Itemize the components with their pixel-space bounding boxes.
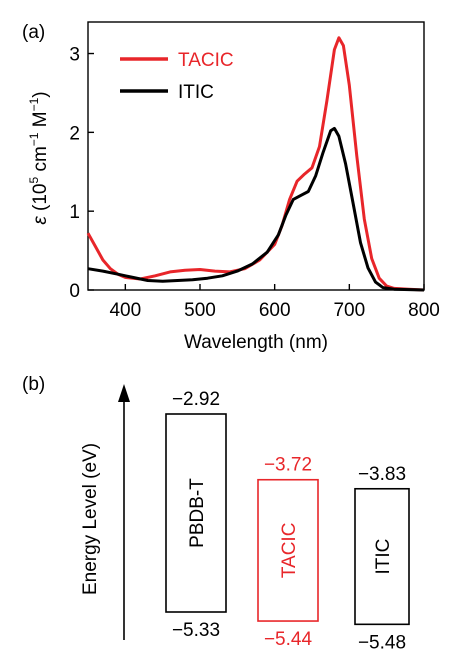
series-line-itic — [87, 126, 425, 292]
x-ticks: 400 500 600 700 800 — [109, 284, 440, 321]
y-label-part: ) — [30, 91, 51, 97]
absorption-chart: 400 500 600 700 800 0 1 2 3 Wavelength (nm) ε (… — [27, 21, 440, 353]
legend-label-tacic: TACIC — [178, 50, 234, 71]
energy-axis-label: Energy Level (eV) — [80, 443, 101, 595]
y-tick-label: 0 — [69, 281, 80, 302]
plot-frame — [87, 21, 425, 291]
energy-bar-tacic: TACIC −3.72 −5.44 — [257, 455, 319, 650]
x-tick-label: 800 — [408, 300, 440, 321]
material-name: TACIC — [279, 523, 300, 579]
x-tick-label: 400 — [109, 300, 141, 321]
y-ticks: 0 1 2 3 — [69, 45, 94, 302]
material-name: PBDB-T — [187, 478, 208, 548]
y-tick-label: 1 — [69, 202, 80, 223]
y-label-part: (10 — [30, 184, 51, 217]
x-axis-label: Wavelength (nm) — [184, 332, 328, 353]
y-label-part: cm — [30, 146, 51, 177]
y-axis-label: ε (105 cm−1 M−1) — [27, 91, 51, 224]
x-tick-label: 500 — [184, 300, 216, 321]
y-label-symbol: ε — [30, 216, 51, 225]
y-tick-label: 3 — [69, 45, 80, 66]
energy-level-diagram: Energy Level (eV) PBDB-T −2.92 −5.33 TACIC −… — [80, 384, 410, 653]
lumo-value: −3.72 — [264, 455, 312, 476]
energy-bar-itic: ITIC −3.83 −5.48 — [354, 464, 410, 653]
series-lines — [86, 36, 425, 292]
x-tick-label: 600 — [259, 300, 291, 321]
energy-bars: PBDB-T −2.92 −5.33 TACIC −3.72 −5.44 ITIC −3.83… — [165, 389, 410, 653]
energy-box — [257, 478, 319, 622]
panel-a-label: (a) — [22, 22, 45, 43]
homo-value: −5.33 — [172, 620, 220, 641]
legend-label-itic: ITIC — [178, 82, 214, 103]
homo-value: −5.48 — [358, 632, 406, 653]
material-name: ITIC — [373, 539, 394, 575]
y-label-part: M — [30, 111, 51, 132]
x-tick-label: 700 — [333, 300, 365, 321]
energy-bar-pbdb-t: PBDB-T −2.92 −5.33 — [165, 389, 227, 641]
homo-value: −5.44 — [264, 629, 313, 650]
energy-box — [165, 413, 227, 613]
lumo-value: −3.83 — [358, 464, 406, 485]
lumo-value: −2.92 — [172, 389, 220, 410]
series-line-tacic — [86, 36, 425, 292]
y-label-sup: −1 — [27, 97, 41, 111]
arrow-head — [118, 384, 130, 402]
y-label-sup: −1 — [27, 132, 41, 146]
panel-b-label: (b) — [22, 374, 45, 395]
legend: TACIC ITIC — [120, 50, 234, 103]
y-tick-label: 2 — [69, 123, 80, 144]
energy-box — [354, 487, 410, 626]
y-label-sup: 5 — [27, 177, 41, 184]
